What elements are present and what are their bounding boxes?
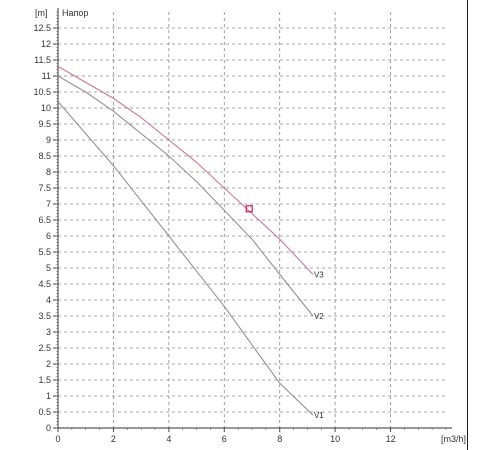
y-tick-label: 2	[46, 359, 51, 369]
y-tick-label: 2.5	[38, 343, 51, 353]
chart-title: Напор	[62, 8, 88, 18]
series-label-v1: V1	[314, 411, 324, 420]
y-tick-label: 7.5	[38, 183, 51, 193]
labels-group: 0 2 4 6 8 10 1200.511.522.533.544.555.566.577.…	[33, 23, 395, 444]
axes	[53, 8, 452, 432]
x-tick-label: 12	[386, 434, 396, 444]
series-label-v2: V2	[314, 312, 324, 321]
series-line-v1	[57, 101, 314, 416]
y-tick-label: 4	[46, 295, 51, 305]
y-tick-label: 8.5	[38, 151, 51, 161]
x-tick-label: 0	[55, 434, 60, 444]
y-tick-label: 7	[46, 199, 51, 209]
y-axis-label: [m]	[35, 8, 48, 18]
series-group	[57, 65, 314, 416]
x-tick-label: 8	[277, 434, 282, 444]
y-tick-label: 8	[46, 167, 51, 177]
series-label-v3: V3	[314, 270, 324, 279]
y-tick-label: 5.5	[38, 247, 51, 257]
x-tick-label: 4	[166, 434, 171, 444]
grid	[58, 12, 446, 428]
y-tick-label: 10	[41, 103, 51, 113]
y-tick-label: 3.5	[38, 311, 51, 321]
y-tick-label: 6.5	[38, 215, 51, 225]
y-tick-label: 10.5	[33, 87, 51, 97]
x-tick-label: 6	[222, 434, 227, 444]
y-tick-label: 4.5	[38, 279, 51, 289]
y-tick-label: 0.5	[38, 407, 51, 417]
y-tick-label: 6	[46, 231, 51, 241]
x-axis-label: [m3/h]	[441, 434, 466, 444]
operating-point-marker	[245, 205, 253, 213]
y-tick-label: 1.5	[38, 375, 51, 385]
y-tick-label: 12.5	[33, 23, 51, 33]
series-line-v3	[57, 65, 314, 275]
y-tick-label: 5	[46, 263, 51, 273]
x-tick-label: 2	[111, 434, 116, 444]
y-tick-label: 9.5	[38, 119, 51, 129]
y-tick-label: 9	[46, 135, 51, 145]
y-tick-label: 1	[46, 391, 51, 401]
y-tick-label: 3	[46, 327, 51, 337]
panel-border	[467, 0, 468, 450]
y-tick-label: 11	[42, 71, 51, 81]
series-line-v2	[57, 75, 314, 317]
y-tick-label: 12	[41, 39, 51, 49]
y-tick-label: 11.5	[34, 55, 51, 65]
y-tick-label: 0	[46, 423, 51, 433]
x-tick-label: 10	[330, 434, 340, 444]
